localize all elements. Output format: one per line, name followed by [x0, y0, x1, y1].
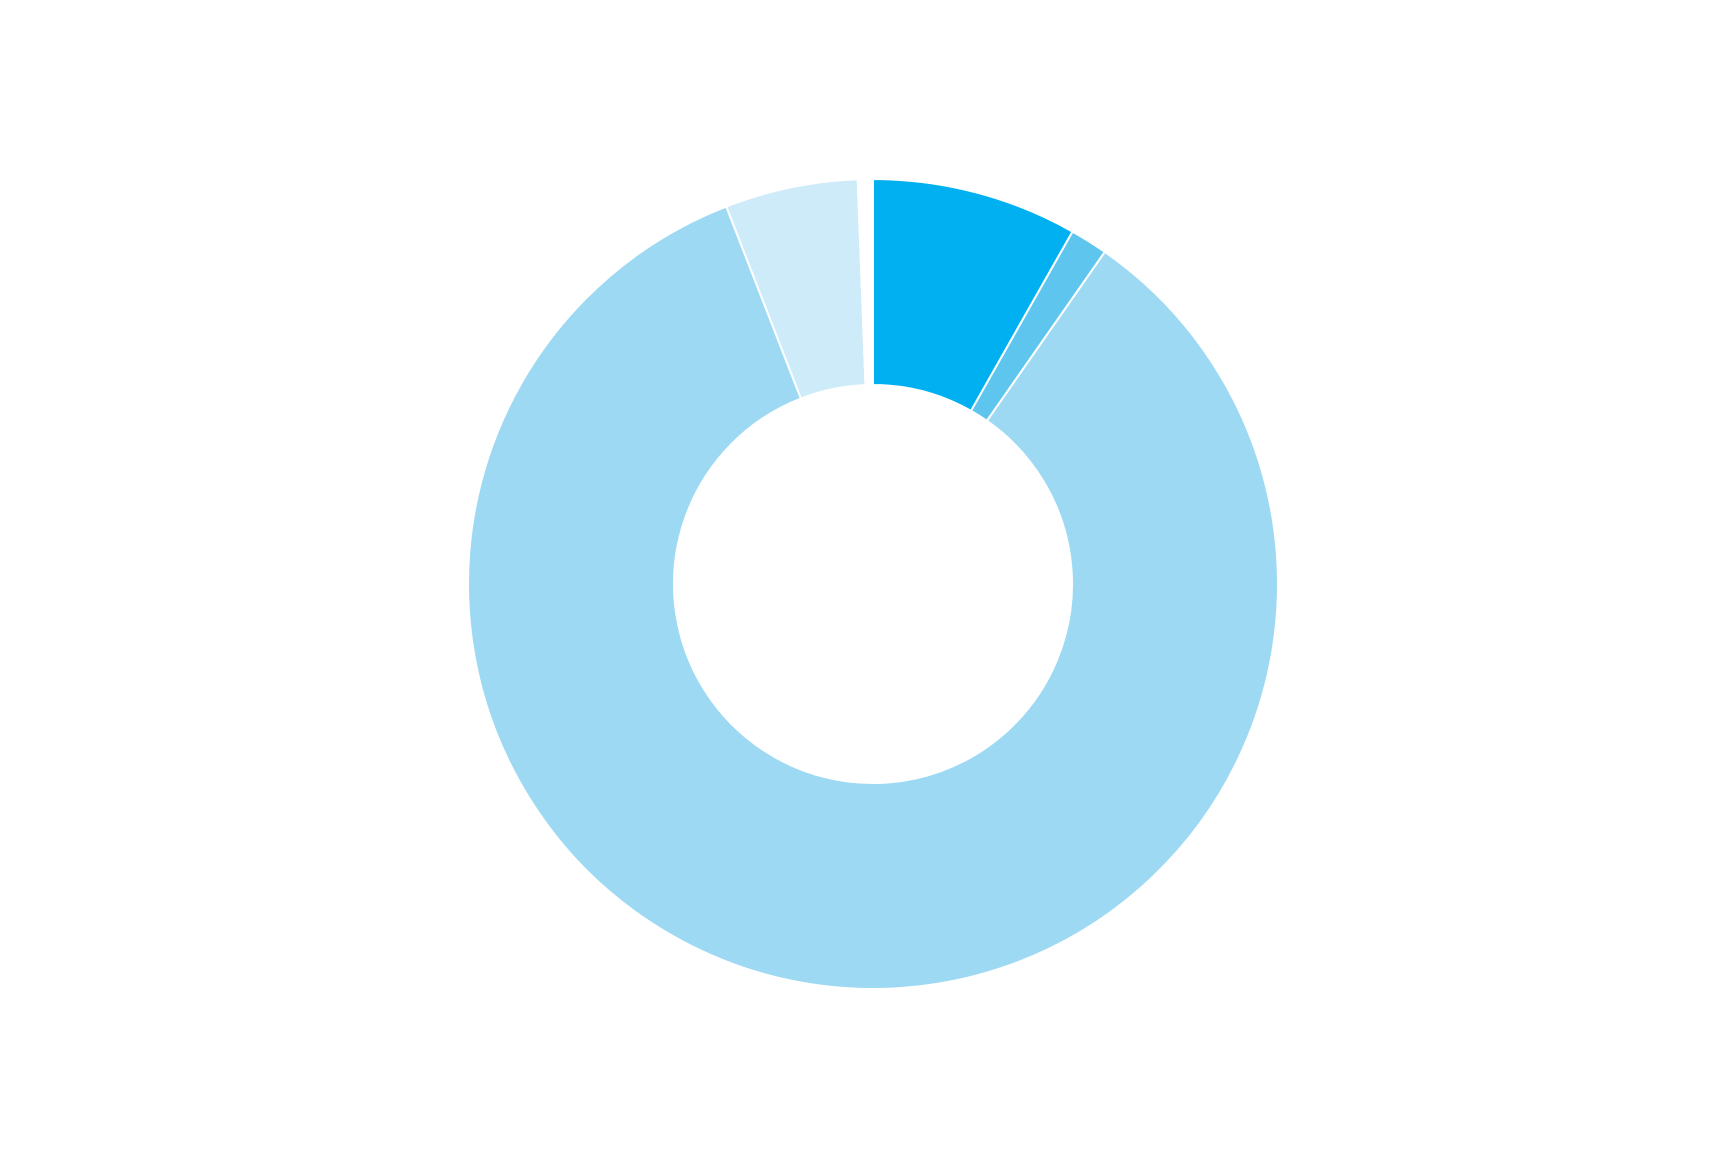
donut-segment: [856, 177, 874, 387]
donut-segment: [467, 205, 1279, 990]
